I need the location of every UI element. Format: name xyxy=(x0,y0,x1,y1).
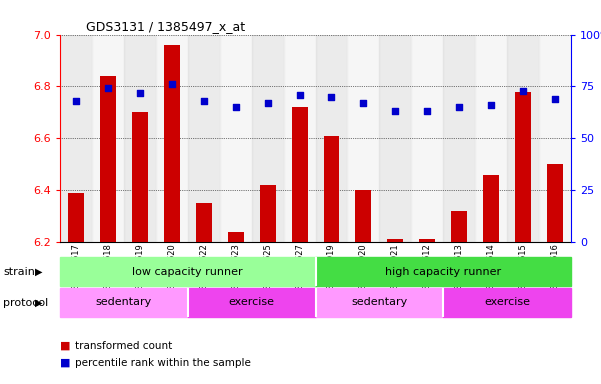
Bar xyxy=(284,35,316,242)
Text: ■: ■ xyxy=(60,358,70,368)
Bar xyxy=(291,107,308,242)
Point xyxy=(231,104,240,110)
Text: transformed count: transformed count xyxy=(75,341,172,351)
Point xyxy=(550,96,560,102)
Text: percentile rank within the sample: percentile rank within the sample xyxy=(75,358,251,368)
Bar xyxy=(68,193,84,242)
Bar xyxy=(443,35,475,242)
Bar xyxy=(252,35,284,242)
Bar xyxy=(388,239,403,242)
Bar xyxy=(316,257,571,286)
Bar xyxy=(347,35,379,242)
Point xyxy=(199,98,209,104)
Bar xyxy=(156,35,188,242)
Point xyxy=(72,98,81,104)
Bar xyxy=(260,185,276,242)
Bar xyxy=(60,35,92,242)
Text: GDS3131 / 1385497_x_at: GDS3131 / 1385497_x_at xyxy=(85,20,245,33)
Point xyxy=(486,102,496,108)
Text: ■: ■ xyxy=(60,341,70,351)
Point xyxy=(263,100,272,106)
Point xyxy=(135,89,145,96)
Point xyxy=(294,92,304,98)
Bar xyxy=(451,211,467,242)
Bar xyxy=(419,239,435,242)
Text: ▶: ▶ xyxy=(35,298,42,308)
Text: exercise: exercise xyxy=(484,297,530,308)
Point xyxy=(423,108,432,114)
Text: protocol: protocol xyxy=(3,298,48,308)
Bar xyxy=(100,76,116,242)
Point xyxy=(103,85,113,91)
Bar xyxy=(443,288,571,317)
Bar xyxy=(547,164,563,242)
Bar xyxy=(411,35,443,242)
Bar xyxy=(539,35,571,242)
Bar xyxy=(316,35,347,242)
Bar xyxy=(188,35,220,242)
Bar xyxy=(475,35,507,242)
Point xyxy=(518,88,528,94)
Point xyxy=(327,94,337,100)
Text: sedentary: sedentary xyxy=(351,297,407,308)
Text: low capacity runner: low capacity runner xyxy=(132,266,243,277)
Bar xyxy=(124,35,156,242)
Bar xyxy=(379,35,411,242)
Text: strain: strain xyxy=(3,267,35,277)
Text: sedentary: sedentary xyxy=(96,297,152,308)
Bar xyxy=(188,288,316,317)
Point xyxy=(167,81,177,88)
Bar xyxy=(164,45,180,242)
Bar xyxy=(515,92,531,242)
Point xyxy=(359,100,368,106)
Bar xyxy=(483,175,499,242)
Text: high capacity runner: high capacity runner xyxy=(385,266,501,277)
Text: ▶: ▶ xyxy=(35,267,42,277)
Bar xyxy=(220,35,252,242)
Text: exercise: exercise xyxy=(228,297,275,308)
Bar xyxy=(507,35,539,242)
Point xyxy=(454,104,464,110)
Bar xyxy=(228,232,243,242)
Bar xyxy=(316,288,443,317)
Bar xyxy=(196,203,212,242)
Bar xyxy=(355,190,371,242)
Point xyxy=(391,108,400,114)
Bar xyxy=(60,257,316,286)
Bar xyxy=(60,288,188,317)
Bar xyxy=(323,136,340,242)
Bar xyxy=(132,113,148,242)
Bar xyxy=(92,35,124,242)
